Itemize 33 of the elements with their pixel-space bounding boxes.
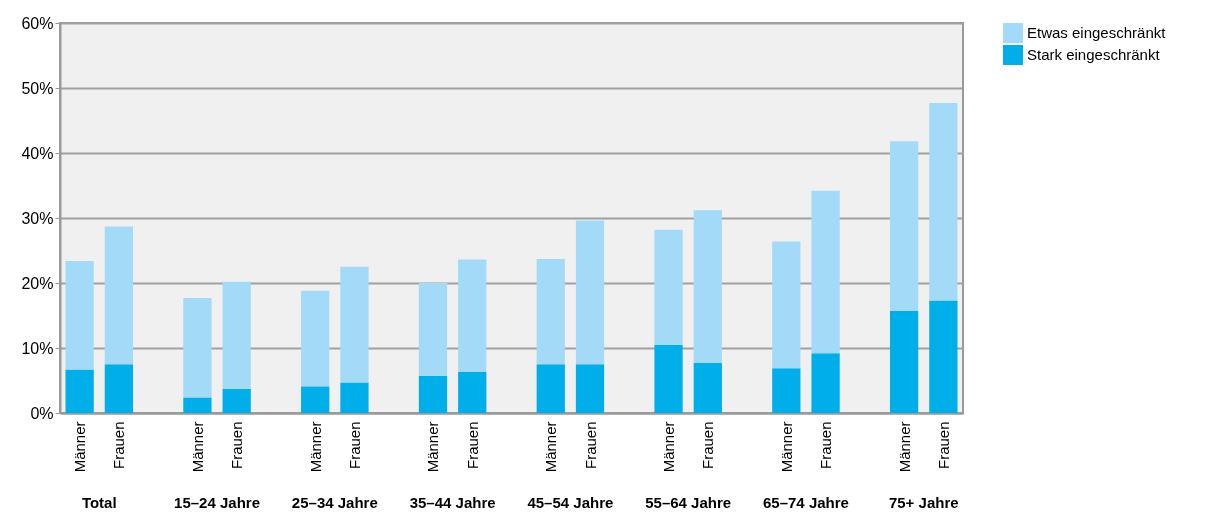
text: 55–64 Jahre [645,494,732,511]
y-tick-label: 30% [21,209,54,227]
y-tick-label: 50% [21,79,54,97]
x-tick-label: Frauen [345,421,363,470]
legend-label: Etwas eingeschränkt [1027,24,1167,41]
y-tick-label: 0% [30,404,54,422]
x-tick-label: Frauen [817,421,835,470]
x-tick-label: Frauen [934,421,952,470]
y-tick-label: 20% [21,274,54,292]
x-tick-label: Männer [660,421,678,473]
x-tick-label: Frauen [228,421,246,470]
y-tick-label: 40% [21,144,54,162]
x-tick-label: Männer [424,421,442,473]
legend-label: Stark eingeschränkt [1027,46,1161,63]
text: 45–54 Jahre [527,494,614,511]
text: 75+ Jahre [888,494,959,511]
x-tick-label: Frauen [581,421,599,470]
x-tick-label: Männer [71,421,89,473]
y-tick-label: 10% [21,339,54,357]
x-tick-label: Männer [777,421,795,473]
text: 15–24 Jahre [174,494,260,511]
x-tick-label: Männer [306,421,324,473]
x-tick-label: Männer [188,421,206,473]
text: 25–34 Jahre [291,494,378,511]
x-tick-label: Frauen [110,421,128,470]
text: Total [81,494,117,511]
x-tick-label: Männer [542,421,560,473]
text: 65–74 Jahre [763,494,849,511]
text: 35–44 Jahre [409,494,496,511]
x-tick-label: Männer [895,421,913,473]
y-tick-label: 60% [21,14,54,32]
x-tick-label: Frauen [699,421,717,470]
x-tick-label: Frauen [463,421,481,470]
